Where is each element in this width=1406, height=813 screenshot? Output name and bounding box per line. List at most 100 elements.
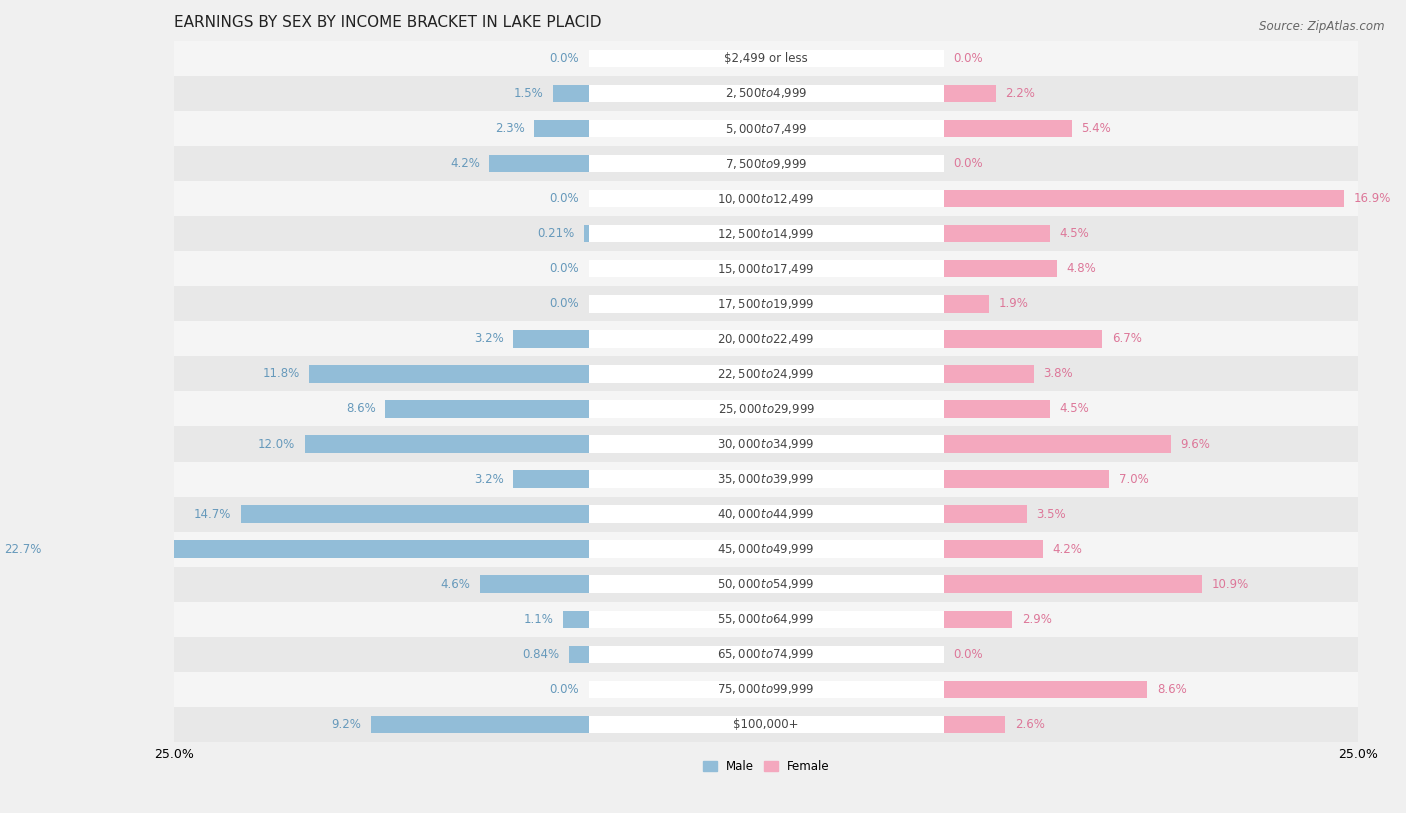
Bar <box>489 154 589 172</box>
Text: 2.2%: 2.2% <box>1005 87 1035 100</box>
Text: $15,000 to $17,499: $15,000 to $17,499 <box>717 262 815 276</box>
Text: 0.0%: 0.0% <box>953 157 983 170</box>
Bar <box>240 506 589 523</box>
Bar <box>371 715 589 733</box>
Bar <box>943 365 1033 383</box>
Bar <box>589 435 943 453</box>
Bar <box>583 225 589 242</box>
Bar <box>943 225 1050 242</box>
Bar <box>589 260 943 277</box>
Bar <box>589 85 943 102</box>
Bar <box>174 672 1358 706</box>
Bar <box>589 120 943 137</box>
Text: 0.0%: 0.0% <box>550 192 579 205</box>
Bar <box>174 181 1358 216</box>
Text: 0.0%: 0.0% <box>550 52 579 65</box>
Text: $2,499 or less: $2,499 or less <box>724 52 808 65</box>
Text: 4.8%: 4.8% <box>1067 263 1097 276</box>
Text: EARNINGS BY SEX BY INCOME BRACKET IN LAKE PLACID: EARNINGS BY SEX BY INCOME BRACKET IN LAK… <box>174 15 602 30</box>
Bar <box>385 400 589 418</box>
Text: $7,500 to $9,999: $7,500 to $9,999 <box>725 157 807 171</box>
Text: $40,000 to $44,999: $40,000 to $44,999 <box>717 507 815 521</box>
Bar <box>174 321 1358 356</box>
Bar <box>589 541 943 558</box>
Text: 14.7%: 14.7% <box>194 507 231 520</box>
Text: 0.21%: 0.21% <box>537 227 574 240</box>
Bar <box>562 611 589 628</box>
Bar <box>943 611 1012 628</box>
Text: 3.2%: 3.2% <box>474 333 503 346</box>
Text: 4.5%: 4.5% <box>1060 402 1090 415</box>
Bar <box>174 216 1358 251</box>
Text: 5.4%: 5.4% <box>1081 122 1111 135</box>
Text: $17,500 to $19,999: $17,500 to $19,999 <box>717 297 815 311</box>
Text: 2.9%: 2.9% <box>1022 613 1052 626</box>
Text: 1.5%: 1.5% <box>515 87 544 100</box>
Bar <box>589 365 943 383</box>
Text: $50,000 to $54,999: $50,000 to $54,999 <box>717 577 815 591</box>
Bar <box>943 680 1147 698</box>
Text: $35,000 to $39,999: $35,000 to $39,999 <box>717 472 815 486</box>
Text: $75,000 to $99,999: $75,000 to $99,999 <box>717 682 815 697</box>
Text: 12.0%: 12.0% <box>257 437 295 450</box>
Bar <box>174 462 1358 497</box>
Bar <box>479 576 589 593</box>
Bar <box>174 356 1358 391</box>
Bar <box>174 146 1358 181</box>
Bar <box>553 85 589 102</box>
Bar <box>589 225 943 242</box>
Bar <box>174 111 1358 146</box>
Text: 16.9%: 16.9% <box>1353 192 1391 205</box>
Text: $20,000 to $22,499: $20,000 to $22,499 <box>717 332 815 346</box>
Text: $10,000 to $12,499: $10,000 to $12,499 <box>717 192 815 206</box>
Bar <box>174 532 1358 567</box>
Bar <box>174 497 1358 532</box>
Text: $55,000 to $64,999: $55,000 to $64,999 <box>717 612 815 626</box>
Bar <box>589 506 943 523</box>
Text: 2.6%: 2.6% <box>1015 718 1045 731</box>
Text: $22,500 to $24,999: $22,500 to $24,999 <box>717 367 815 381</box>
Bar <box>52 541 589 558</box>
Bar <box>589 295 943 312</box>
Bar <box>589 50 943 67</box>
Bar <box>589 400 943 418</box>
Bar <box>534 120 589 137</box>
Bar <box>943 470 1109 488</box>
Text: Source: ZipAtlas.com: Source: ZipAtlas.com <box>1260 20 1385 33</box>
Text: 0.0%: 0.0% <box>550 683 579 696</box>
Text: $2,500 to $4,999: $2,500 to $4,999 <box>725 86 807 101</box>
Bar <box>174 41 1358 76</box>
Bar <box>305 435 589 453</box>
Text: 0.0%: 0.0% <box>953 52 983 65</box>
Text: 4.2%: 4.2% <box>1053 542 1083 555</box>
Bar <box>943 295 988 312</box>
Text: 3.2%: 3.2% <box>474 472 503 485</box>
Bar <box>309 365 589 383</box>
Text: 9.6%: 9.6% <box>1181 437 1211 450</box>
Text: 4.6%: 4.6% <box>440 578 471 591</box>
Bar <box>174 76 1358 111</box>
Bar <box>943 260 1057 277</box>
Bar <box>174 637 1358 672</box>
Text: $30,000 to $34,999: $30,000 to $34,999 <box>717 437 815 451</box>
Text: 11.8%: 11.8% <box>263 367 299 380</box>
Bar <box>174 391 1358 427</box>
Text: 9.2%: 9.2% <box>332 718 361 731</box>
Text: 1.9%: 1.9% <box>998 298 1028 311</box>
Bar <box>589 646 943 663</box>
Bar <box>589 576 943 593</box>
Bar <box>589 470 943 488</box>
Bar <box>589 715 943 733</box>
Bar <box>589 330 943 348</box>
Text: 1.1%: 1.1% <box>523 613 553 626</box>
Text: 2.3%: 2.3% <box>495 122 524 135</box>
Text: $25,000 to $29,999: $25,000 to $29,999 <box>717 402 815 416</box>
Text: 0.0%: 0.0% <box>953 648 983 661</box>
Text: 22.7%: 22.7% <box>4 542 42 555</box>
Bar <box>943 85 995 102</box>
Text: 6.7%: 6.7% <box>1112 333 1142 346</box>
Bar <box>589 680 943 698</box>
Text: 10.9%: 10.9% <box>1211 578 1249 591</box>
Text: 0.0%: 0.0% <box>550 298 579 311</box>
Bar <box>513 470 589 488</box>
